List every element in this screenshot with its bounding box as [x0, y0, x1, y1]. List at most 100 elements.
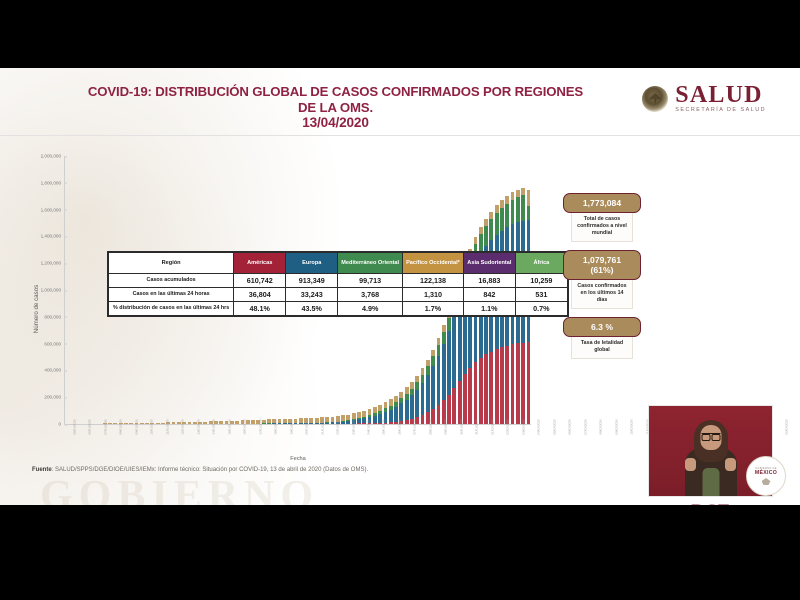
bar-slot: [129, 156, 134, 424]
stacked-bar: [367, 409, 372, 424]
bar-segment: [494, 212, 499, 236]
table-row-label-0: Casos acumulados: [107, 273, 235, 288]
bar-segment: [404, 387, 409, 394]
bar-segment: [441, 400, 446, 424]
bar-segment: [325, 422, 330, 424]
bar-segment: [102, 423, 107, 424]
bar-segment: [304, 418, 308, 424]
bar-slot: [203, 156, 208, 424]
stacked-bar: [357, 412, 361, 424]
bar-slot: [346, 156, 351, 424]
bar-slot: [240, 156, 245, 424]
bar-segment: [441, 332, 446, 345]
bar-segment: [245, 420, 250, 424]
bar-slot: [155, 156, 160, 424]
bar-segment: [526, 190, 531, 207]
bar-segment: [378, 422, 383, 424]
bar-segment: [436, 345, 441, 357]
salud-wordmark: SALUD: [675, 82, 763, 108]
bar-segment: [447, 317, 451, 331]
stat-card-2: 6.3 % Tasa de letalidad global: [563, 317, 641, 359]
stacked-bar: [484, 218, 488, 424]
bar-segment: [410, 394, 414, 419]
bar-slot: [430, 156, 436, 424]
bar-segment: [410, 382, 414, 389]
bar-slot: [219, 156, 224, 424]
bar-segment: [277, 419, 282, 424]
stacked-bar: [388, 399, 393, 424]
bar-segment: [515, 343, 520, 424]
bar-segment: [145, 422, 149, 424]
bar-slot: [266, 156, 271, 424]
bar-segment: [224, 420, 229, 424]
bar-segment: [272, 419, 277, 424]
stacked-bar: [372, 407, 377, 424]
bar-slot: [150, 156, 155, 424]
bar-slot: [171, 156, 176, 424]
bar-segment: [203, 421, 208, 424]
bar-slot: [91, 156, 97, 424]
bar-segment: [431, 409, 436, 424]
bar-segment: [383, 408, 388, 412]
stacked-bar: [166, 422, 171, 424]
y-axis: 0 200,000 400,000 600,000 800,000 1,000,000 1,…: [41, 154, 67, 427]
bar-segment: [372, 415, 377, 423]
bar-slot: [404, 156, 409, 424]
bar-slot: [309, 156, 314, 424]
bar-segment: [108, 423, 112, 424]
bar-segment: [378, 405, 383, 412]
table-cell-2-5: 0.7%: [514, 301, 568, 316]
bar-slot: [378, 156, 383, 424]
stat-value-2: 6.3 %: [563, 317, 641, 337]
stacked-bar: [346, 414, 351, 424]
bar-segment: [436, 338, 441, 346]
stacked-bar: [214, 421, 218, 424]
interpreter-shirt: [702, 468, 719, 496]
dge-wordmark: DGE: [648, 502, 773, 505]
bar-segment: [399, 392, 404, 399]
bar-segment: [526, 206, 531, 220]
bar-segment: [494, 349, 499, 424]
bar-slot: [282, 156, 287, 424]
table-cell-1-3: 1,310: [402, 287, 464, 302]
stacked-bar: [139, 422, 144, 424]
y-tick-4: 800,000: [44, 314, 67, 319]
bar-segment: [425, 412, 430, 424]
table-cell-0-5: 10,259: [514, 273, 568, 288]
stacked-bar: [235, 420, 240, 424]
stacked-bar: [240, 420, 245, 424]
dge-logo: DGE Dirección General de Epidemiología: [648, 502, 773, 505]
bar-slot: [340, 156, 345, 424]
stacked-bar: [224, 420, 229, 424]
y-tick-2: 400,000: [44, 368, 67, 373]
table-row: % distribución de casos en las últimas 2…: [107, 301, 568, 316]
bar-segment: [378, 413, 383, 423]
bar-slot: [192, 156, 197, 424]
bar-segment: [468, 367, 473, 424]
bar-segment: [431, 349, 436, 357]
salud-subtitle: SECRETARÍA DE SALUD: [675, 107, 766, 113]
stacked-bar: [176, 422, 181, 424]
table-col-header-0: Américas: [233, 252, 287, 274]
y-axis-title: Número de casos: [32, 284, 40, 333]
interpreter-right-hand: [725, 458, 736, 471]
bar-segment: [415, 389, 420, 418]
bar-segment: [187, 422, 192, 424]
seal-main-text: MÉXICO: [754, 470, 778, 476]
page-title: COVID-19: DISTRIBUCIÓN GLOBAL DE CASOS C…: [48, 84, 623, 131]
bar-segment: [367, 423, 372, 424]
summary-stats: 1,773,084 Total de casos confirmados a ni…: [563, 193, 641, 367]
bar-slot: [330, 156, 335, 424]
bar-segment: [362, 416, 367, 419]
presentation-slide: COVID-19: DISTRIBUCIÓN GLOBAL DE CASOS C…: [0, 68, 800, 505]
bar-slot: [229, 156, 234, 424]
bar-segment: [521, 195, 526, 221]
bar-slot: [293, 156, 298, 424]
bar-slot: [319, 156, 324, 424]
background-watermark: GOBIERNO: [40, 473, 320, 505]
stacked-bar: [124, 423, 128, 424]
stacked-bar: [304, 418, 308, 424]
stacked-bar: [415, 375, 420, 424]
bar-segment: [367, 417, 372, 424]
stacked-bar: [134, 423, 139, 424]
